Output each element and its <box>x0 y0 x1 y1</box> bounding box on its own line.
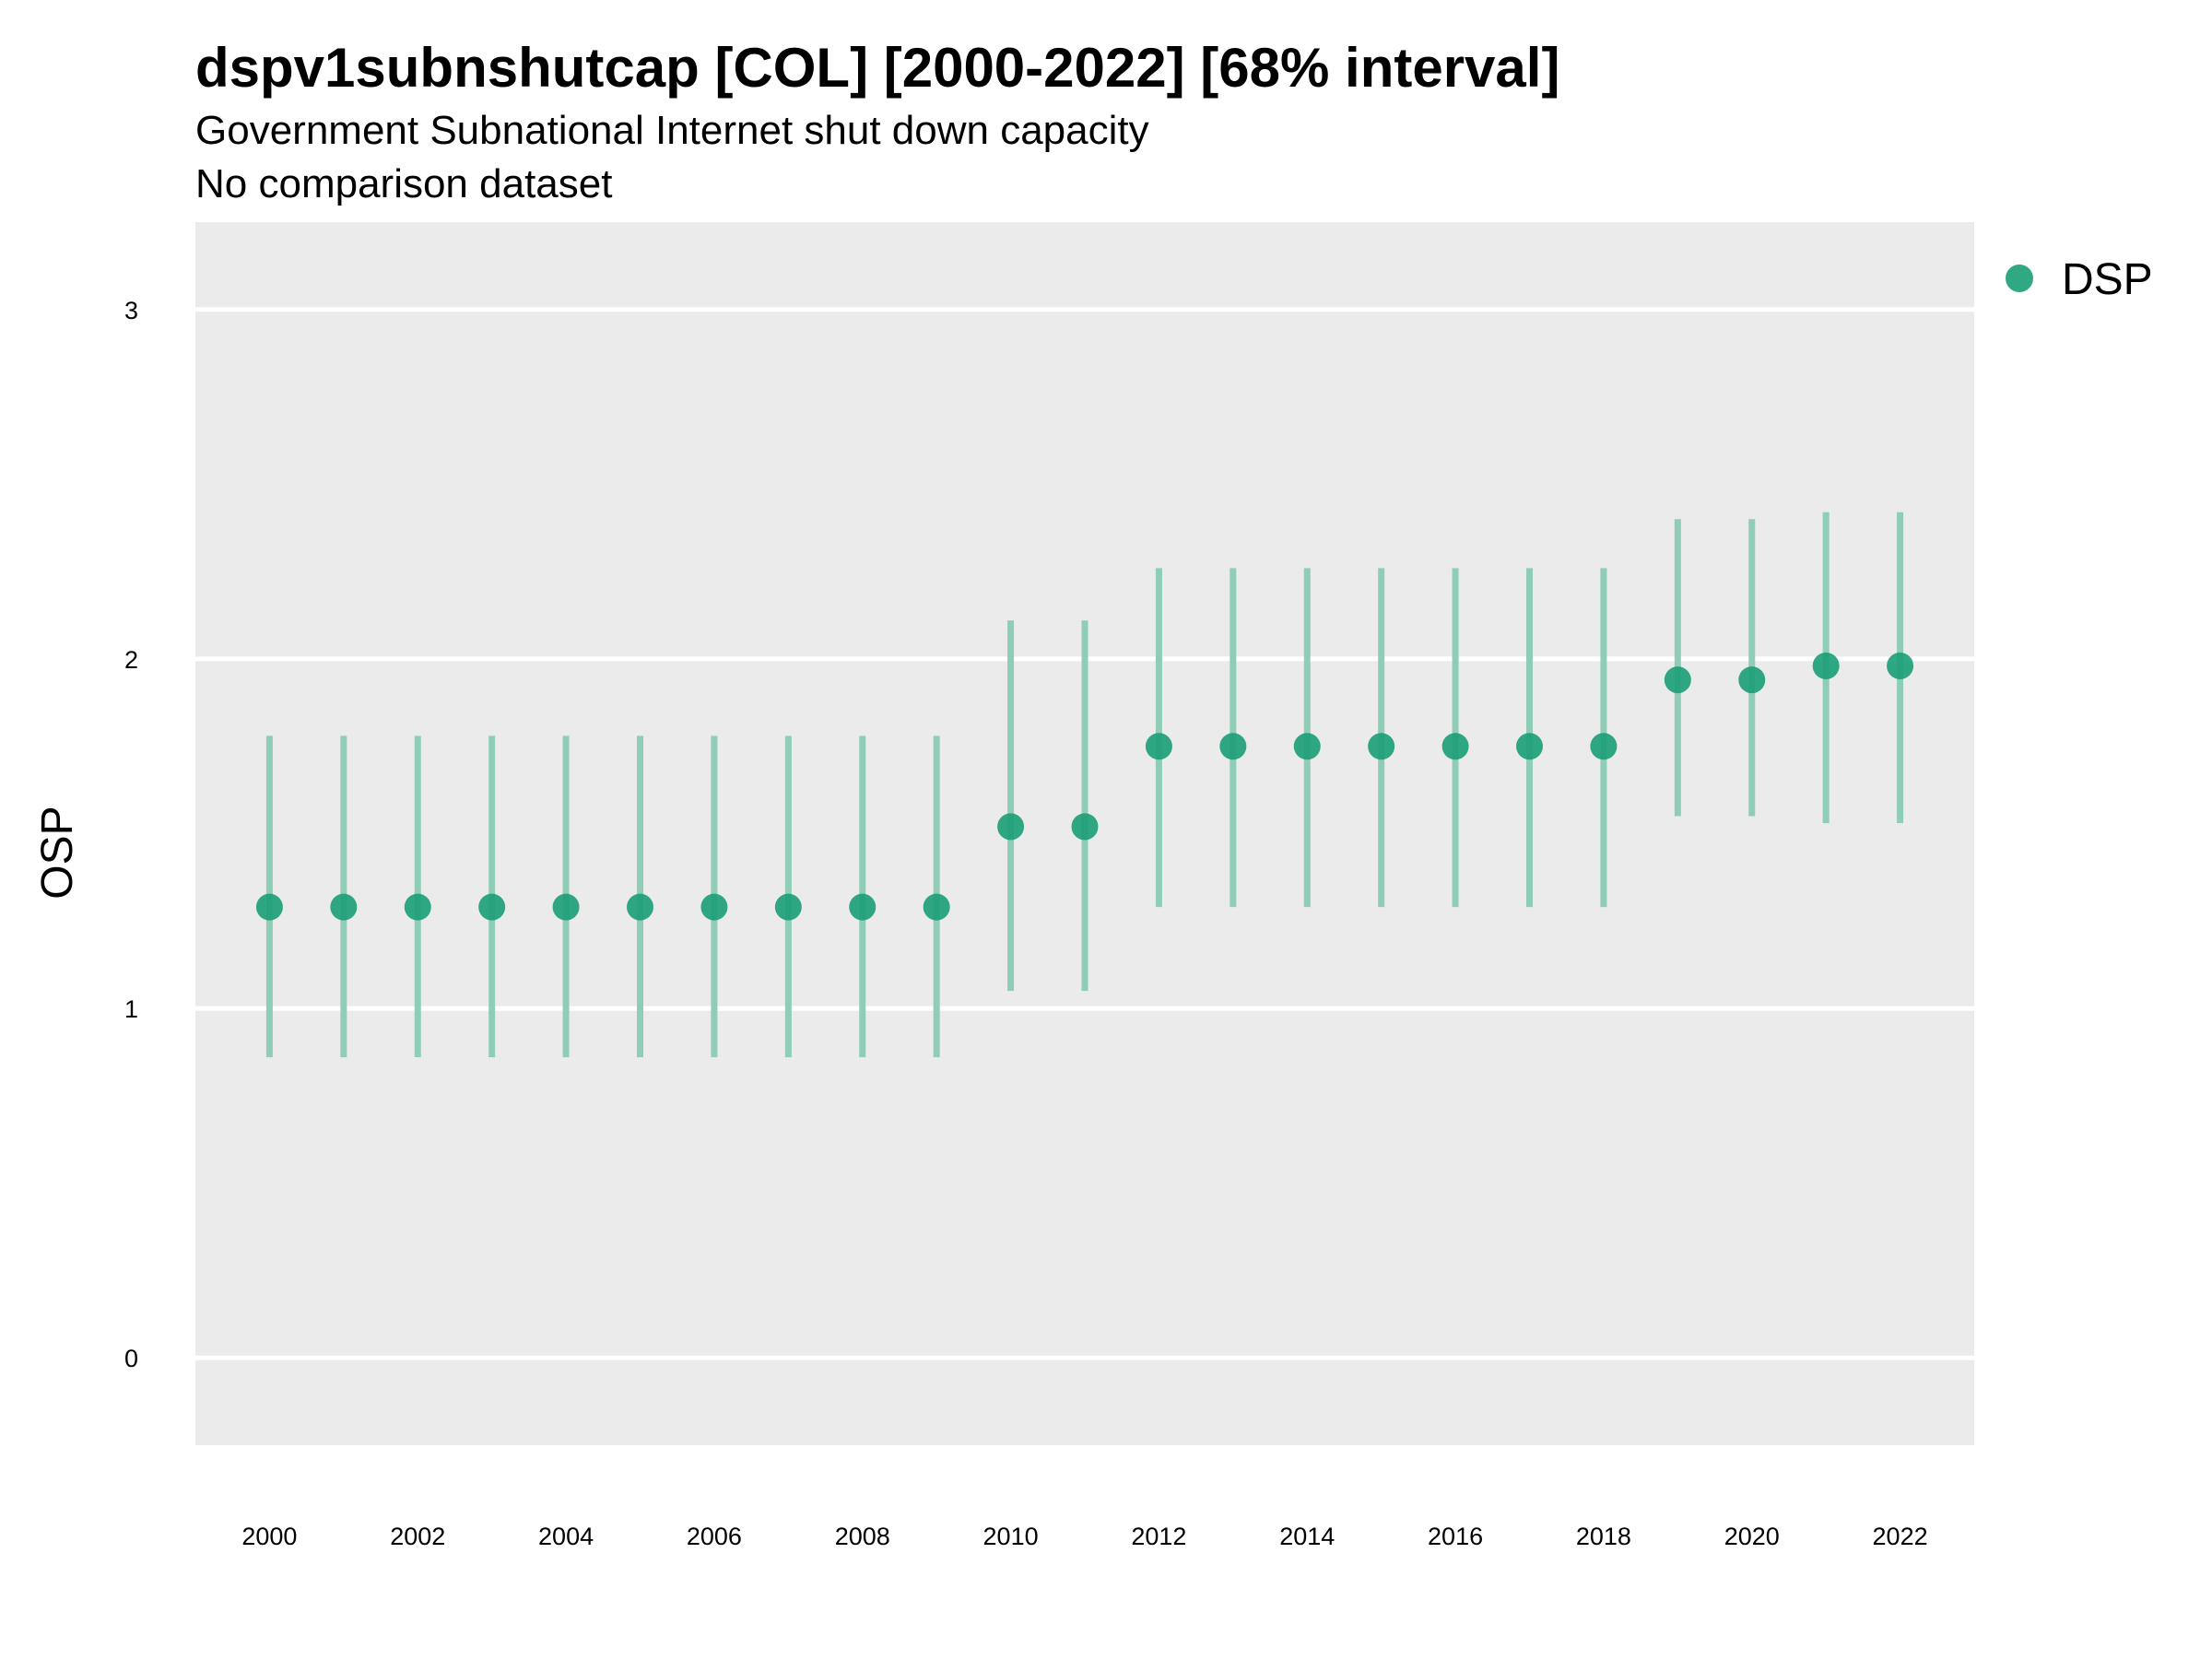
chart-subtitle: Government Subnational Internet shut dow… <box>195 108 1149 153</box>
data-point <box>849 893 877 921</box>
x-tick-label: 2020 <box>1724 1523 1780 1550</box>
data-point <box>1293 733 1321 760</box>
legend-label-dsp: DSP <box>2062 255 2153 304</box>
data-point <box>255 893 283 921</box>
y-tick-label: 3 <box>124 297 138 324</box>
x-tick-label: 2006 <box>687 1523 742 1550</box>
data-point <box>1441 733 1469 760</box>
data-point <box>700 893 728 921</box>
data-point <box>627 893 653 921</box>
chart-subtitle-2: No comparison dataset <box>195 161 612 206</box>
data-point <box>1516 733 1543 760</box>
x-tick-label: 2008 <box>835 1523 890 1550</box>
data-point <box>1738 666 1766 694</box>
x-tick-label: 2022 <box>1873 1523 1928 1550</box>
x-tick-label: 2000 <box>241 1523 297 1550</box>
x-tick-label: 2010 <box>983 1523 1039 1550</box>
data-point <box>1887 653 1914 680</box>
y-axis-label: OSP <box>33 806 82 899</box>
data-point <box>1145 733 1172 760</box>
y-axis-ticks: 0 1 2 3 <box>124 297 138 1372</box>
data-point <box>1219 733 1247 760</box>
data-point <box>1812 653 1840 680</box>
legend-swatch-dsp <box>2006 265 2033 292</box>
x-tick-label: 2018 <box>1576 1523 1631 1550</box>
y-tick-label: 0 <box>124 1345 138 1372</box>
x-tick-label: 2014 <box>1279 1523 1335 1550</box>
y-tick-label: 1 <box>124 995 138 1023</box>
legend: DSP <box>2006 255 2153 304</box>
data-points <box>255 653 1914 921</box>
data-point <box>552 893 580 921</box>
chart-title: dspv1subnshutcap [COL] [2000-2022] [68% … <box>195 37 1559 99</box>
data-point <box>923 893 950 921</box>
data-point <box>404 893 431 921</box>
data-point <box>997 813 1025 841</box>
x-tick-label: 2004 <box>538 1523 594 1550</box>
data-point <box>1664 666 1691 694</box>
x-axis-ticks: 2000 2002 2004 2006 2008 2010 2012 2014 2016 2018… <box>241 1523 1927 1550</box>
data-point <box>330 893 358 921</box>
data-point <box>774 893 802 921</box>
data-point <box>1368 733 1395 760</box>
x-tick-label: 2012 <box>1131 1523 1186 1550</box>
data-point <box>478 893 506 921</box>
x-tick-label: 2016 <box>1428 1523 1483 1550</box>
data-point <box>1590 733 1618 760</box>
y-tick-label: 2 <box>124 646 138 674</box>
x-tick-label: 2002 <box>390 1523 445 1550</box>
data-point <box>1071 813 1099 841</box>
